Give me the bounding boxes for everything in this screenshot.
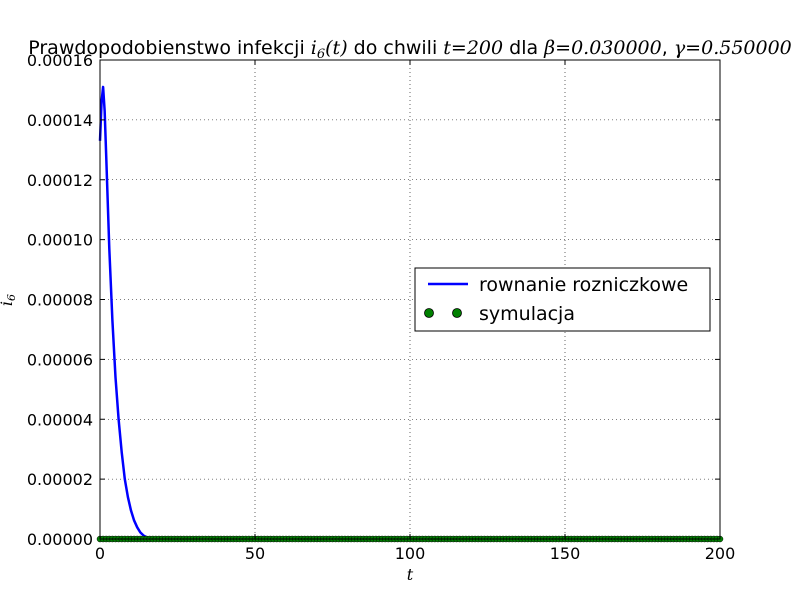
y-tick-label: 0.00014 <box>27 111 93 130</box>
y-tick-label: 0.00002 <box>27 470 93 489</box>
x-tick-labels: 0 50 100 150 200 <box>95 544 735 563</box>
y-tick-labels: 0.00000 0.00002 0.00004 0.00006 0.00008 0.000… <box>27 51 93 549</box>
x-tick-label: 150 <box>550 544 581 563</box>
chart-title-mid: do chwili <box>348 37 444 59</box>
chart-title-var-sym: i <box>311 37 317 59</box>
y-axis-label-sym: i <box>0 301 16 306</box>
legend-marker-swatch-left <box>424 308 434 318</box>
y-tick-label: 0.00016 <box>27 51 93 70</box>
chart-title-gamma: γ=0.550000 <box>674 37 792 59</box>
chart-title-beta: β=0.030000 <box>543 37 662 59</box>
legend-box <box>414 267 711 332</box>
chart-title-prefix: Prawdopodobienstwo infekcji <box>28 37 311 59</box>
y-tick-label: 0.00006 <box>27 350 93 369</box>
y-tick-label: 0.00008 <box>27 291 93 310</box>
x-tick-label: 100 <box>395 544 426 563</box>
x-axis-label: t <box>407 565 414 584</box>
chart-title-dla: dla <box>503 37 544 59</box>
y-tick-label: 0.00012 <box>27 171 93 190</box>
chart-title-var-arg: (t) <box>325 37 347 59</box>
chart-title-t-expr: t=200 <box>443 37 503 59</box>
legend-label-markers: symulacja <box>479 303 575 325</box>
y-tick-label: 0.00000 <box>27 530 93 549</box>
y-tick-label: 0.00004 <box>27 410 93 429</box>
y-axis-label: i6 <box>0 294 18 306</box>
x-tick-label: 200 <box>705 544 736 563</box>
x-tick-label: 50 <box>245 544 265 563</box>
ticks <box>99 59 721 540</box>
chart-title: Prawdopodobienstwo infekcji i6(t) do chw… <box>28 37 792 62</box>
y-tick-label: 0.00010 <box>27 231 93 250</box>
legend: rownanie rozniczkowe symulacja <box>414 267 711 332</box>
y-axis-label-sub: 6 <box>5 294 18 301</box>
legend-label-line: rownanie rozniczkowe <box>479 274 688 296</box>
svg-text:i6: i6 <box>0 294 18 306</box>
x-tick-label: 0 <box>95 544 105 563</box>
chart-title-var-sub: 6 <box>317 47 325 62</box>
legend-marker-swatch-right <box>452 308 462 318</box>
chart-title-sep: , <box>662 37 674 59</box>
